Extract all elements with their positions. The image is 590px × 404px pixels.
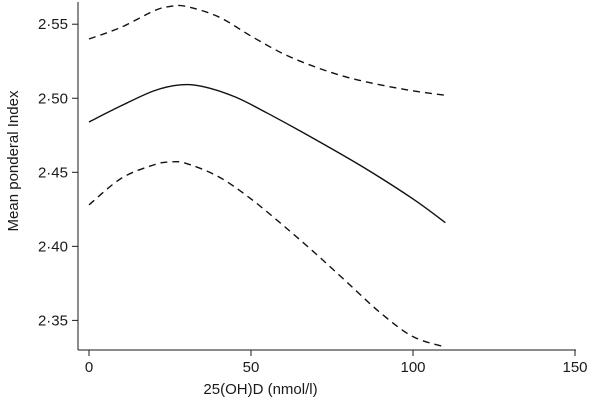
y-tick-label: 2·55	[38, 16, 68, 33]
x-tick-label: 150	[562, 359, 587, 376]
axes	[77, 2, 576, 351]
series-group	[88, 4, 446, 348]
x-tick-label: 50	[243, 359, 260, 376]
y-tick-label: 2·35	[38, 312, 68, 329]
y-ticks: 2·35 2·40 2·45 2·50 2·55	[38, 16, 78, 329]
y-tick-label: 2·50	[38, 90, 68, 107]
x-axis-title: 25(OH)D (nmol/l)	[203, 381, 317, 398]
upper-ci-line	[88, 4, 446, 96]
lower-ci-line	[88, 160, 446, 348]
y-tick-label: 2·40	[38, 238, 68, 255]
x-ticks: 0 50 100 150	[85, 350, 588, 376]
mean-line	[88, 83, 446, 224]
x-tick-label: 100	[400, 359, 425, 376]
x-tick-label: 0	[85, 359, 93, 376]
y-tick-label: 2·45	[38, 164, 68, 181]
y-axis-title: Mean ponderal Index	[5, 90, 22, 231]
